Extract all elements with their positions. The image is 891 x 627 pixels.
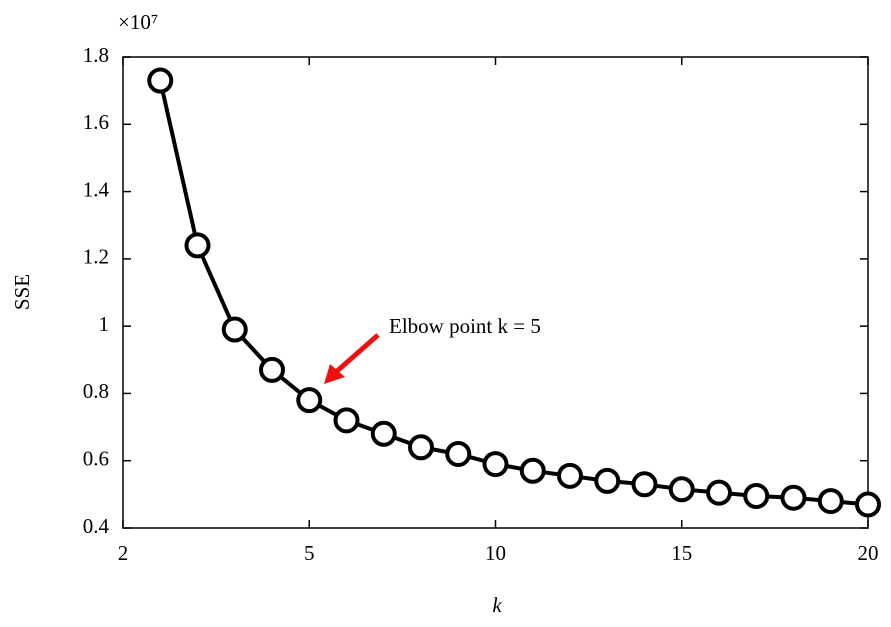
data-marker [557,462,583,489]
data-marker [743,483,770,510]
y-multiplier: ×10⁷ [118,10,158,34]
y-axis-label: SSE [10,274,34,310]
data-marker [147,67,174,94]
data-line [158,80,869,507]
data-marker [221,316,248,343]
data-marker [855,491,881,518]
y-tick-label: 0.4 [83,514,110,538]
annotation-arrow-head [324,364,345,384]
data-marker [780,484,807,511]
y-tick-label: 1.8 [83,43,109,67]
y-tick-label: 1 [99,312,110,336]
x-tick-label: 5 [304,541,315,565]
data-marker [706,479,732,506]
data-marker [519,457,546,484]
x-tick-label: 10 [485,541,506,565]
y-tick-label: 1.2 [83,245,109,269]
y-tick-label: 0.6 [83,447,109,471]
x-tick-label: 15 [671,541,692,565]
y-tick-label: 1.4 [83,177,110,201]
y-tick-label: 0.8 [83,379,109,403]
data-marker [296,387,323,414]
data-marker [817,488,844,515]
y-tick-label: 1.6 [83,110,109,134]
x-axis-label: k [492,593,502,617]
plot-area: 0.4 0.6 0.8 1 1.2 1.4 1.6 1.8 2 5 10 15 20 [83,43,881,565]
data-marker [594,467,621,494]
data-marker [668,476,695,503]
data-marker [408,434,434,461]
x-tick-label: 2 [118,541,129,565]
annotation-arrow-shaft [334,333,380,374]
data-marker [259,356,285,383]
data-marker [631,471,658,498]
x-tick-label: 20 [858,541,879,565]
data-marker [445,440,472,467]
data-marker [482,451,509,478]
data-marker [370,420,397,447]
annotation: Elbow point k = 5 [389,314,541,338]
data-marker [333,407,360,434]
data-marker [184,232,211,259]
